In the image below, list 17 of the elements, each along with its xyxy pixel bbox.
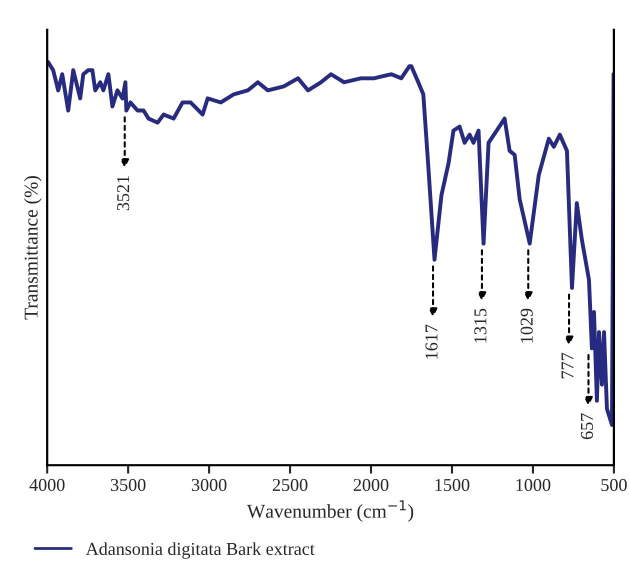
x-tick-label: 3500 (110, 478, 146, 492)
annotation: 1617 (425, 324, 438, 359)
x-tick-label: 2000 (354, 478, 388, 492)
x-tick-label: 3000 (192, 478, 226, 492)
legend-label: Adansonia digitata Bark extract (86, 542, 315, 559)
x-tick-label: 1500 (436, 478, 470, 492)
annotation: 1315 (474, 308, 486, 343)
annotation: 1029 (520, 308, 533, 343)
y-axis-title: Transmittance (%) (24, 176, 42, 320)
annotation: 657 (580, 413, 593, 440)
x-tick-label: 500 (601, 478, 627, 492)
x-tick-label: 4000 (29, 478, 65, 492)
x-tick-label: 2500 (272, 478, 308, 492)
annotation: 3521 (117, 176, 130, 210)
annotation: 777 (562, 352, 574, 378)
x-tick-label: 1000 (516, 478, 550, 492)
x-axis-title: Wavenumber (cm$^{−1}$) (246, 500, 414, 522)
